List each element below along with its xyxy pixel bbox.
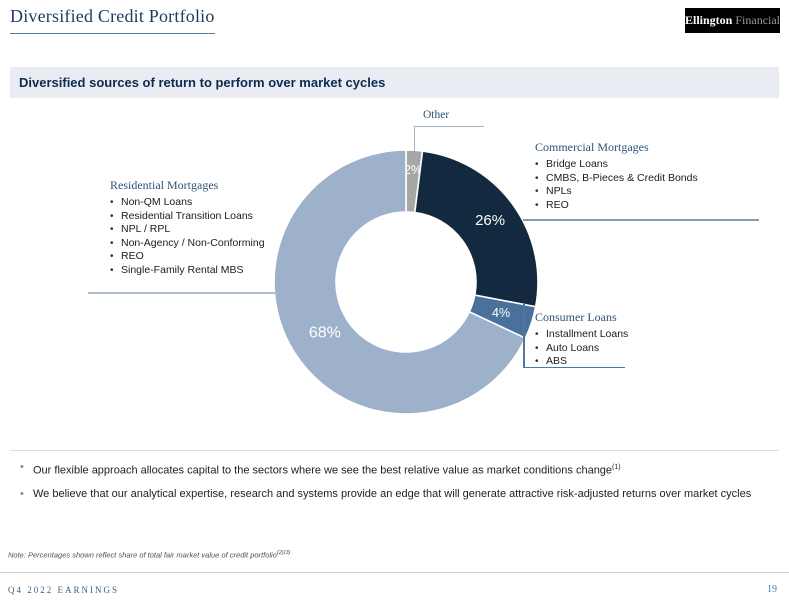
page-title: Diversified Credit Portfolio — [10, 6, 215, 26]
footnote: Note: Percentages shown reflect share of… — [8, 550, 290, 560]
logo-text-light: Financial — [732, 13, 781, 27]
list-item: Non-QM Loans — [110, 196, 310, 210]
callout-residential-title: Residential Mortgages — [110, 178, 219, 192]
title-underline — [10, 33, 215, 34]
callout-consumer-list: Installment LoansAuto LoansABS — [535, 328, 695, 369]
list-item: REO — [535, 199, 765, 213]
callout-residential-line — [88, 292, 277, 294]
list-item: Bridge Loans — [535, 158, 765, 172]
list-item: REO — [110, 250, 310, 264]
callout-consumer-title: Consumer Loans — [535, 310, 617, 324]
donut-slice-residential-mortgages — [273, 149, 527, 415]
donut-value-label: 26% — [475, 212, 505, 229]
callout-consumer: Consumer Loans Installment LoansAuto Loa… — [535, 310, 695, 369]
donut-value-label: 68% — [309, 324, 341, 341]
callout-commercial-line — [523, 219, 759, 221]
footer-divider — [0, 572, 789, 573]
content-divider — [10, 450, 779, 451]
list-item: Single-Family Rental MBS — [110, 264, 310, 278]
section-header-bar: Diversified sources of return to perform… — [10, 67, 779, 98]
callout-consumer-line-horizontal — [523, 366, 625, 368]
callout-commercial: Commercial Mortgages Bridge LoansCMBS, B… — [535, 140, 765, 212]
list-item: NPL / RPL — [110, 223, 310, 237]
footnote-text: Note: Percentages shown reflect share of… — [8, 550, 277, 560]
list-item: Installment Loans — [535, 328, 695, 342]
donut-value-label: 2% — [404, 163, 422, 177]
logo-text-bold: Ellington — [685, 13, 733, 27]
list-item: Auto Loans — [535, 342, 695, 356]
footer-label: Q4 2022 EARNINGS — [8, 585, 120, 595]
list-item: Non-Agency / Non-Conforming — [110, 237, 310, 251]
footnote-superscript: (2)(3) — [276, 550, 291, 556]
callout-other-line-vertical — [414, 126, 415, 151]
page-number: 19 — [767, 584, 777, 595]
company-logo: Ellington Financial — [685, 8, 780, 33]
callout-other-line-horizontal — [414, 126, 484, 127]
donut-chart: 2% 26% 4% 68% — [273, 149, 539, 415]
callout-other-title: Other — [423, 109, 450, 121]
callout-residential: Residential Mortgages Non-QM LoansReside… — [110, 178, 310, 277]
list-item: CMBS, B-Pieces & Credit Bonds — [535, 172, 765, 186]
list-item: NPLs — [535, 185, 765, 199]
callout-commercial-list: Bridge LoansCMBS, B-Pieces & Credit Bond… — [535, 158, 765, 212]
callout-commercial-title: Commercial Mortgages — [535, 140, 649, 154]
donut-value-label: 4% — [492, 306, 510, 320]
takeaway-item: We believe that our analytical expertise… — [20, 488, 775, 501]
list-item: ABS — [535, 355, 695, 369]
section-header-text: Diversified sources of return to perform… — [19, 75, 386, 90]
callout-consumer-line-vertical — [523, 304, 525, 368]
takeaway-item: Our flexible approach allocates capital … — [20, 461, 775, 478]
takeaway-list: Our flexible approach allocates capital … — [20, 461, 775, 511]
callout-residential-list: Non-QM LoansResidential Transition Loans… — [110, 196, 310, 277]
list-item: Residential Transition Loans — [110, 210, 310, 224]
donut-slice-commercial-mortgages — [413, 150, 539, 308]
